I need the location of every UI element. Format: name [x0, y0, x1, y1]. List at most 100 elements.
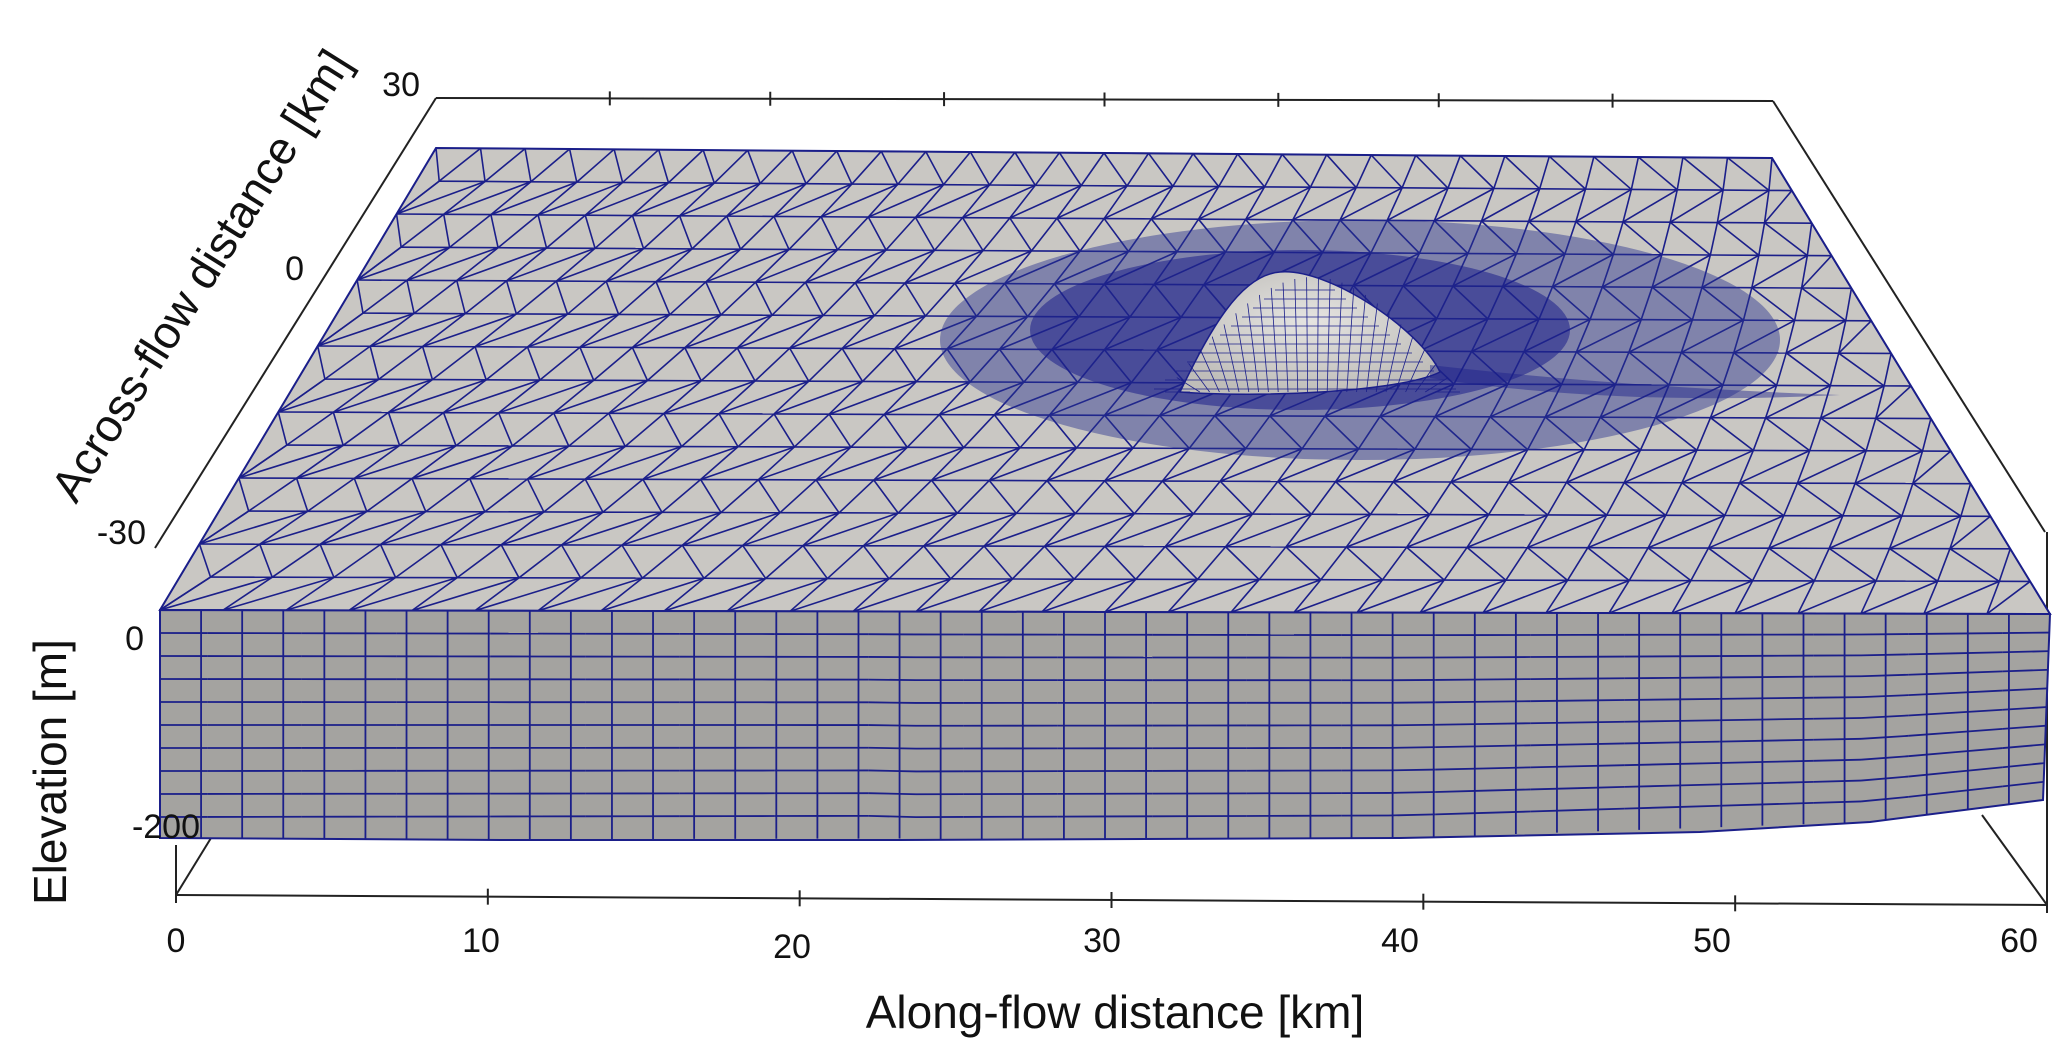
- front-face-mesh-edge: [1435, 700, 1484, 704]
- mesh-edge: [632, 314, 722, 349]
- mesh-edge: [1356, 579, 1445, 614]
- mesh-edge: [923, 512, 958, 547]
- mesh-edge: [773, 380, 863, 415]
- mesh-edge: [836, 150, 853, 185]
- mesh-edge: [754, 281, 773, 316]
- mesh-edge: [1671, 580, 1753, 614]
- mesh-edge: [1923, 580, 2000, 614]
- mesh-edge: [883, 413, 908, 448]
- mesh-edge: [1710, 384, 1777, 419]
- mesh-edge: [1450, 481, 1490, 516]
- mesh-edge: [1164, 546, 1199, 580]
- mesh-edge: [983, 512, 1076, 547]
- mesh-edge: [555, 247, 596, 282]
- mesh-edge: [1552, 286, 1591, 321]
- mesh-edge: [1801, 287, 1847, 322]
- mesh-edge: [1583, 416, 1602, 451]
- front-face-mesh-edge: [1482, 700, 1531, 703]
- mesh-edge: [1775, 352, 1788, 386]
- mesh-edge: [1277, 480, 1312, 515]
- dome-mesh-lines: [1154, 277, 1460, 393]
- mesh-edge: [1628, 319, 1642, 353]
- mesh-edge: [456, 544, 502, 579]
- mesh-edge: [942, 151, 972, 186]
- front-face-mesh-edge: [1766, 717, 1814, 721]
- mesh-edge: [1733, 352, 1778, 387]
- mesh-edge: [259, 510, 309, 545]
- mesh-edge: [1623, 449, 1642, 483]
- mesh-edge: [443, 181, 532, 216]
- mesh-edge: [1079, 218, 1105, 252]
- mesh-edge: [1560, 351, 1578, 385]
- mesh-edge: [1960, 483, 1972, 517]
- mesh-edge: [702, 149, 716, 184]
- mesh-edge: [1357, 415, 1381, 450]
- mesh-edge: [969, 151, 991, 186]
- mesh-edge: [1575, 221, 1614, 256]
- mesh-edge: [1103, 185, 1128, 220]
- mesh-edge: [1912, 450, 1952, 485]
- mesh-edge: [608, 379, 702, 415]
- mesh-edge: [954, 250, 984, 284]
- mesh-edge: [1889, 515, 1962, 550]
- mesh-edge: [1386, 187, 1449, 222]
- mesh-edge: [700, 347, 738, 382]
- mesh-edge: [1565, 481, 1608, 516]
- mesh-edge: [1601, 254, 1615, 288]
- mesh-edge: [1883, 353, 1892, 387]
- mesh-edge: [295, 477, 309, 512]
- mesh-edge: [1796, 450, 1811, 484]
- mesh-edge: [435, 148, 441, 182]
- mesh-edge: [474, 313, 517, 348]
- mesh-edge: [506, 247, 596, 282]
- mesh-edge: [1434, 383, 1509, 418]
- mesh-edge: [1998, 548, 2012, 582]
- mesh-edge: [1198, 186, 1265, 220]
- mesh-edge: [1056, 185, 1128, 219]
- mesh-edge: [561, 511, 604, 546]
- mesh-edge: [933, 217, 964, 251]
- mesh-edge: [1552, 253, 1614, 288]
- mesh-edge: [1599, 384, 1617, 418]
- mesh-edge: [718, 380, 810, 415]
- mesh-edge: [1104, 545, 1137, 580]
- mesh-edge: [1544, 383, 1616, 418]
- mesh-edge: [537, 181, 623, 216]
- mesh-edge: [1133, 480, 1164, 515]
- mesh-edge: [852, 578, 890, 613]
- mesh-edge: [490, 181, 578, 216]
- mesh-edge: [1587, 547, 1630, 582]
- mesh-edge: [342, 411, 389, 446]
- mesh-edge: [537, 181, 578, 216]
- front-face-mesh-edge: [1860, 734, 1909, 740]
- mesh-edge: [962, 184, 991, 219]
- mesh-edge: [1167, 578, 1260, 613]
- mesh-edge: [1480, 220, 1517, 255]
- mesh-edge: [307, 477, 355, 512]
- mesh-edge: [1244, 186, 1266, 220]
- mesh-edge: [624, 412, 665, 447]
- mesh-edge: [469, 445, 513, 480]
- front-face-mesh-edge: [1624, 763, 1673, 767]
- mesh-edge: [1724, 482, 1741, 516]
- mesh-edge: [1949, 515, 1962, 549]
- mesh-edge: [1334, 448, 1360, 483]
- mesh-edge: [411, 445, 513, 480]
- front-face-mesh-edge: [1860, 755, 1909, 761]
- front-face-mesh-edge: [1860, 796, 1909, 803]
- mesh-edge: [1044, 512, 1135, 548]
- mesh-edge: [1527, 188, 1541, 222]
- front-face-mesh-edge: [1577, 807, 1625, 811]
- mesh-edge: [456, 247, 499, 282]
- mesh-edge: [789, 314, 824, 349]
- mesh-edge: [1785, 352, 1831, 387]
- mesh-edge: [1104, 578, 1137, 613]
- mesh-edge: [584, 445, 626, 480]
- along-flow-tick-30: 30: [1083, 922, 1121, 960]
- mesh-edge: [353, 478, 368, 512]
- front-face-mesh-edge: [1671, 804, 1720, 809]
- mesh-edge: [1716, 189, 1770, 224]
- mesh-edge: [210, 543, 261, 578]
- mesh-edge: [1986, 580, 2031, 614]
- mesh-edge: [1433, 187, 1495, 222]
